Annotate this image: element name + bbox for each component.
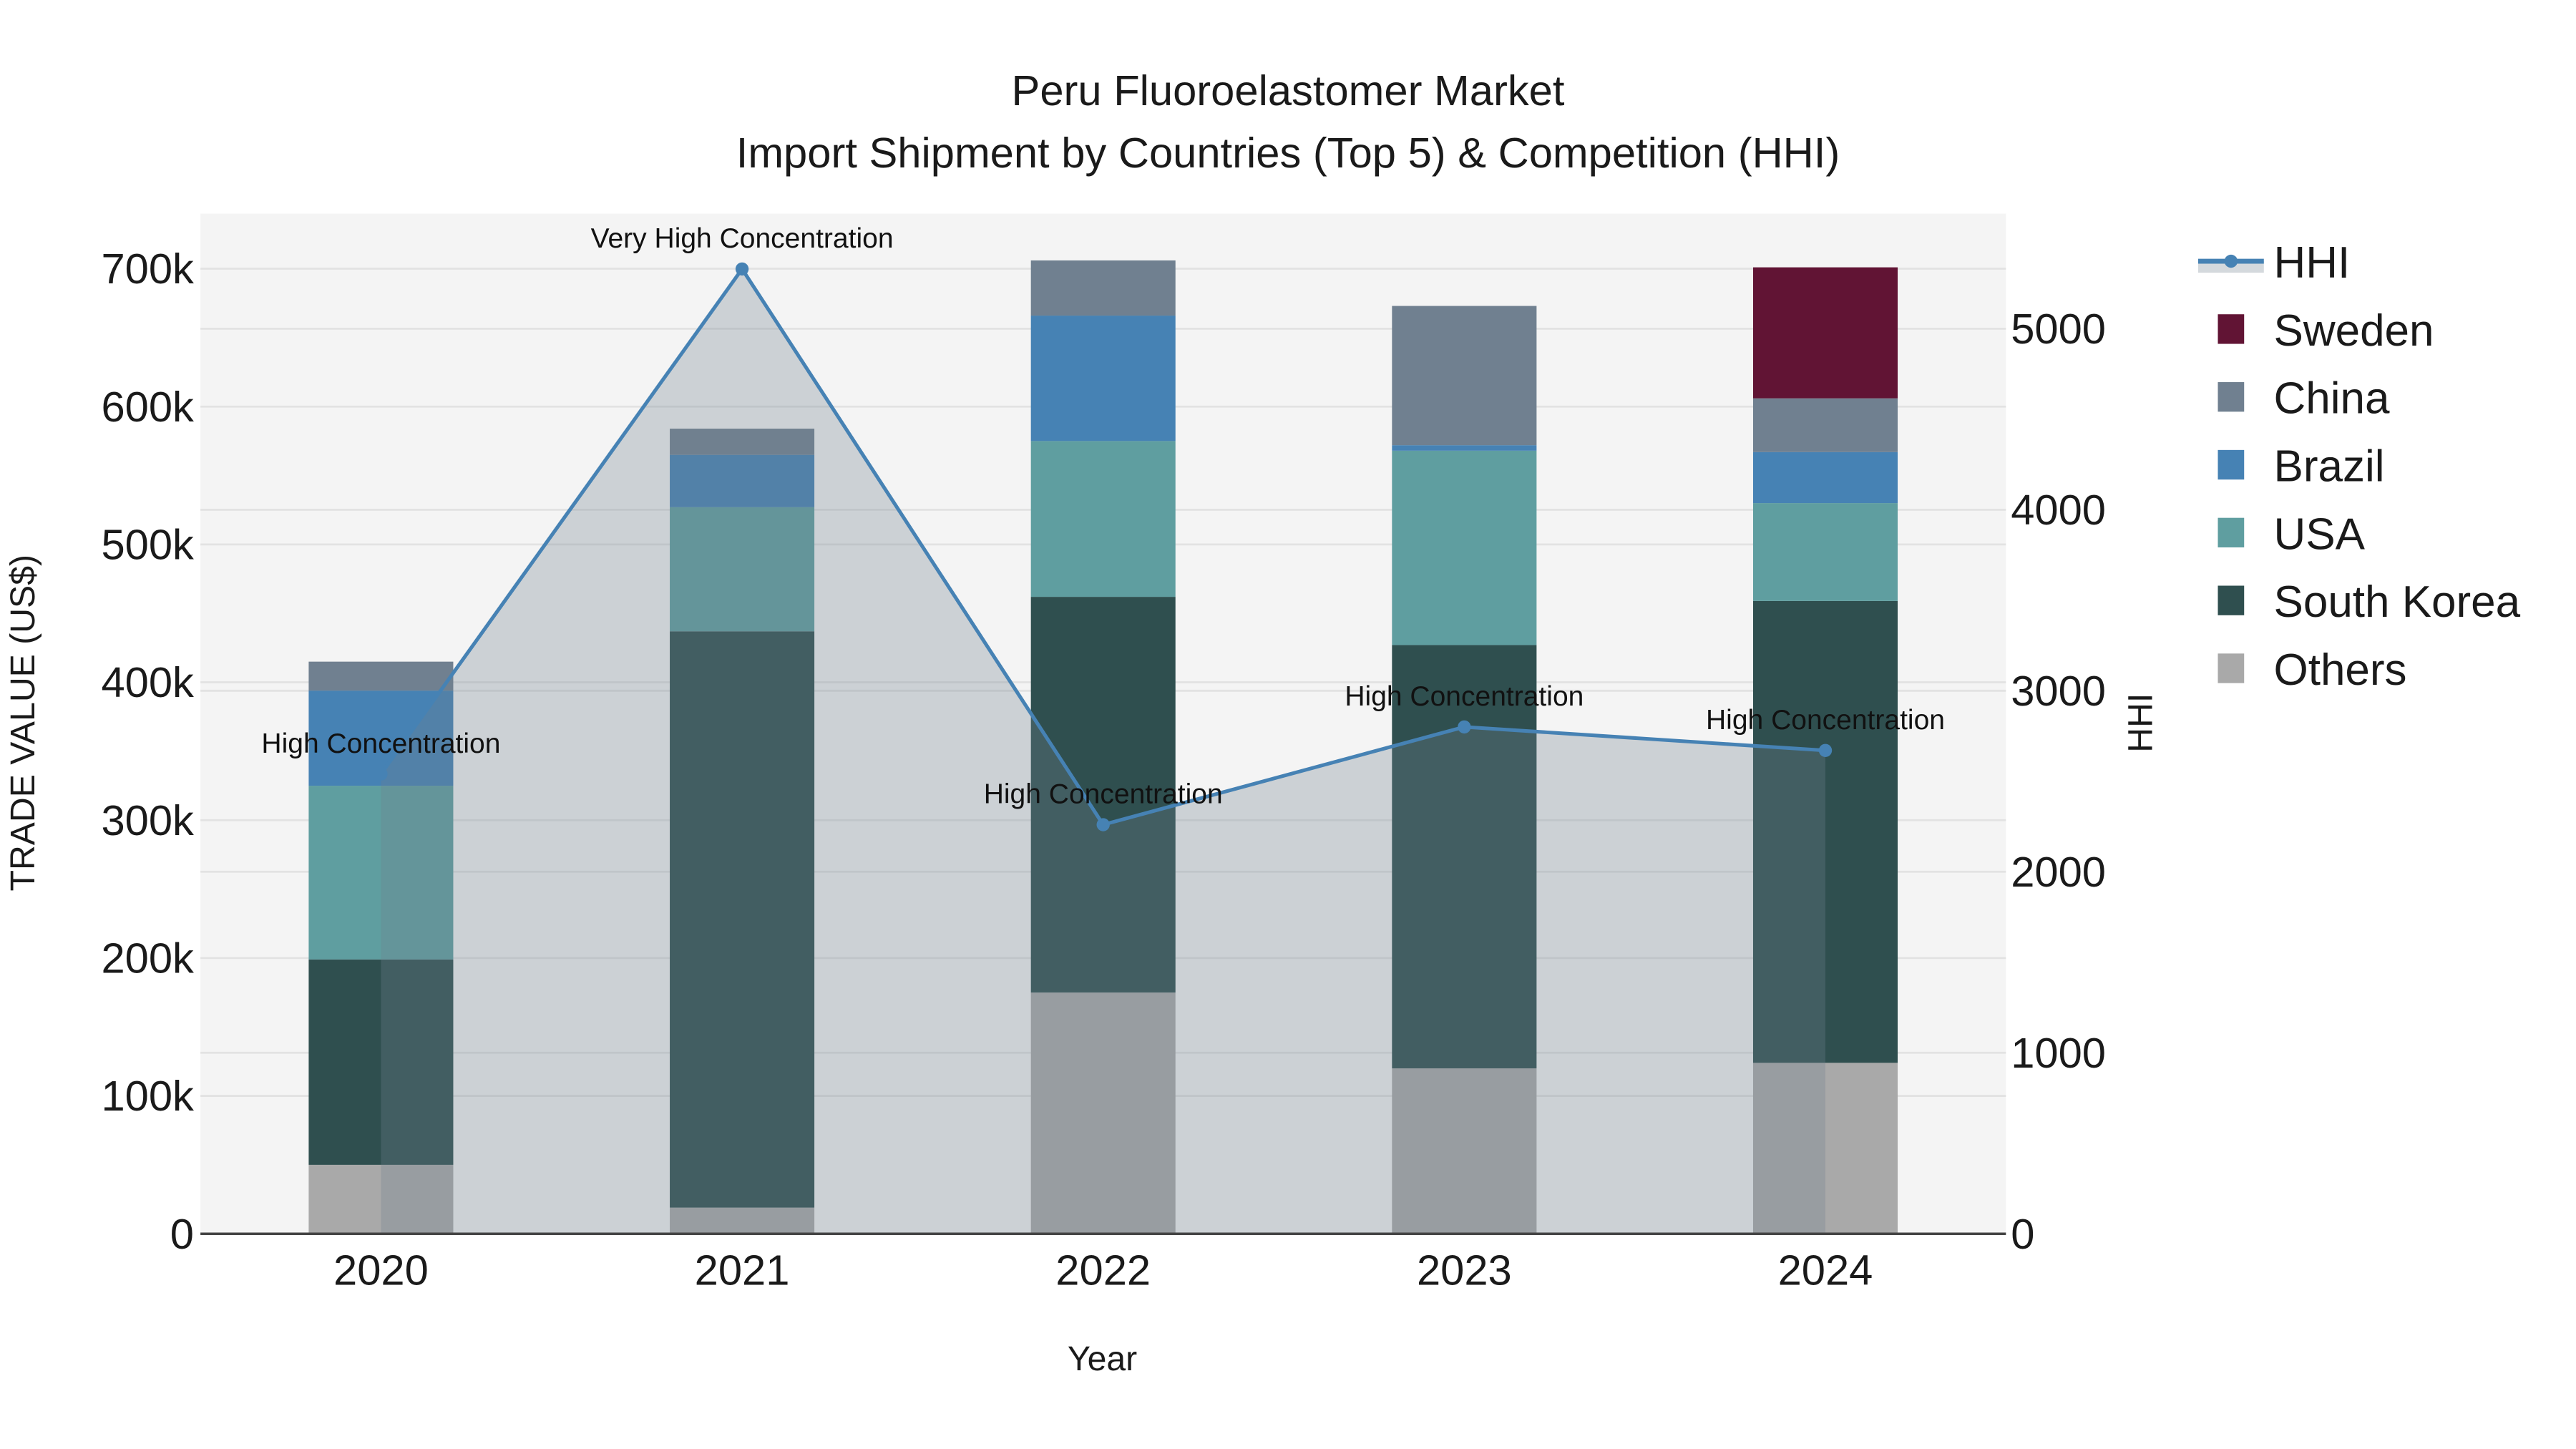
legend-marker-icon (2224, 254, 2238, 268)
legend-label: Others (2274, 645, 2407, 695)
chart-subtitle: Import Shipment by Countries (Top 5) & C… (736, 129, 1840, 177)
hhi-marker-2023[interactable] (1458, 720, 1471, 734)
y2-tick-label: 3000 (2011, 667, 2106, 715)
x-tick-label: 2023 (1417, 1246, 1512, 1294)
bar-stack-2024[interactable] (1752, 267, 1898, 1234)
y2-tick-label: 2000 (2011, 848, 2106, 896)
hhi-area-fill (381, 268, 1825, 1234)
bar-segment-south-korea[interactable] (1752, 600, 1898, 1063)
x-tick-label: 2020 (333, 1246, 429, 1294)
legend-item-china[interactable]: China (2218, 374, 2390, 424)
hhi-marker-2020[interactable] (374, 767, 388, 781)
stacked-bars (308, 260, 1898, 1234)
bar-segment-brazil[interactable] (1752, 452, 1898, 504)
bar-segment-others[interactable] (308, 1164, 454, 1234)
bar-segment-china[interactable] (670, 429, 815, 455)
hhi-annotation-2021: Very High Concentration (591, 223, 894, 254)
hhi-marker-2024[interactable] (1818, 743, 1833, 757)
legend: HHI Sweden China Brazil USA South Korea Others (2197, 238, 2521, 695)
hhi-annotation-2023: High Concentration (1345, 681, 1584, 712)
hhi-annotation-2024: High Concentration (1706, 705, 1945, 736)
y-tick-label: 500k (101, 521, 194, 569)
bar-segment-others[interactable] (1392, 1068, 1537, 1234)
bar-segment-others[interactable] (670, 1207, 815, 1234)
y-tick-label: 0 (170, 1210, 194, 1258)
bar-stack-2021[interactable] (670, 429, 815, 1234)
legend-item-usa[interactable]: USA (2218, 509, 2366, 559)
bar-segment-usa[interactable] (1752, 503, 1898, 601)
bar-segment-south-korea[interactable] (1030, 597, 1176, 993)
y-tick-label: 100k (101, 1072, 194, 1120)
bar-stack-2023[interactable] (1392, 306, 1537, 1234)
bar-segment-south-korea[interactable] (670, 631, 815, 1208)
bar-segment-china[interactable] (1752, 398, 1898, 452)
bar-segment-china[interactable] (308, 661, 454, 691)
y2-tick-label: 1000 (2011, 1029, 2106, 1077)
hhi-annotation-2022: High Concentration (984, 779, 1223, 810)
bar-segment-china[interactable] (1030, 260, 1176, 316)
x-axis-title: Year (1068, 1340, 1137, 1378)
bar-segment-brazil[interactable] (1030, 316, 1176, 441)
legend-item-others[interactable]: Others (2218, 645, 2407, 695)
hhi-marker-2022[interactable] (1096, 818, 1110, 831)
bar-segment-brazil[interactable] (1392, 445, 1537, 451)
y2-tick-label: 0 (2011, 1210, 2034, 1258)
legend-label: South Korea (2274, 577, 2521, 627)
bar-stack-2022[interactable] (1030, 260, 1176, 1234)
hhi-marker-2021[interactable] (735, 262, 749, 276)
bar-segment-others[interactable] (1030, 992, 1176, 1234)
chart-title: Peru Fluoroelastomer Market (1012, 67, 1565, 114)
x-tick-label: 2024 (1778, 1246, 1873, 1294)
y2-tick-label: 4000 (2011, 486, 2106, 534)
y-tick-label: 400k (101, 658, 194, 706)
axes: 0 100k 200k 300k 400k 500k 600k 700k 0 1000 2000 30… (101, 245, 2106, 1294)
legend-item-brazil[interactable]: Brazil (2218, 441, 2385, 491)
y-tick-label: 300k (101, 796, 194, 844)
bar-segment-usa[interactable] (670, 507, 815, 632)
y2-axis-title: HHI (2122, 693, 2160, 753)
legend-label: China (2274, 374, 2390, 424)
y-axis-title: TRADE VALUE (US$) (4, 555, 42, 892)
bar-segment-sweden[interactable] (1752, 267, 1898, 399)
legend-color-swatch (2218, 653, 2245, 683)
bar-segment-china[interactable] (1392, 306, 1537, 446)
bar-segment-south-korea[interactable] (308, 959, 454, 1165)
legend-color-swatch (2218, 517, 2245, 547)
bar-segment-usa[interactable] (1392, 450, 1537, 645)
legend-item-sweden[interactable]: Sweden (2218, 306, 2434, 356)
bar-segment-usa[interactable] (308, 786, 454, 960)
x-tick-label: 2021 (695, 1246, 790, 1294)
legend-color-swatch (2218, 382, 2245, 412)
y-tick-label: 700k (101, 245, 194, 293)
bar-segment-others[interactable] (1752, 1063, 1898, 1234)
legend-label: Brazil (2274, 441, 2385, 491)
bar-segment-south-korea[interactable] (1392, 645, 1537, 1069)
hhi-annotation-2020: High Concentration (261, 728, 500, 759)
legend-color-swatch (2218, 449, 2245, 480)
legend-color-swatch (2218, 585, 2245, 615)
legend-label: Sweden (2274, 306, 2434, 356)
y-tick-label: 200k (101, 935, 194, 982)
hhi-line-series: High Concentration Very High Concentratio… (261, 223, 1945, 1234)
legend-label: USA (2274, 509, 2366, 559)
legend-label: HHI (2274, 238, 2351, 288)
legend-item-hhi[interactable]: HHI (2197, 238, 2351, 288)
legend-item-south-korea[interactable]: South Korea (2218, 577, 2521, 627)
bar-segment-brazil[interactable] (670, 454, 815, 507)
legend-color-swatch (2218, 314, 2245, 344)
bar-segment-usa[interactable] (1030, 441, 1176, 597)
y-tick-label: 600k (101, 383, 194, 431)
x-tick-label: 2022 (1055, 1246, 1151, 1294)
y2-tick-label: 5000 (2011, 305, 2106, 353)
